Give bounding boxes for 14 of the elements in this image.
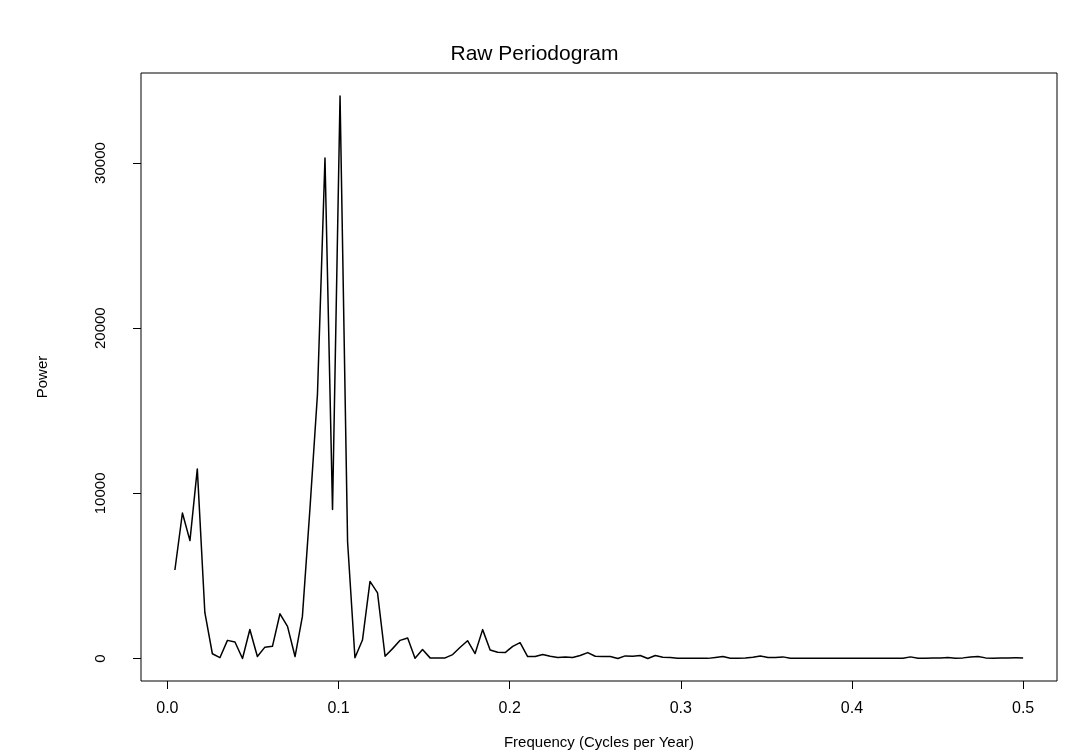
line-series (174, 95, 1024, 660)
y-axis-title: Power (33, 355, 50, 399)
x-tick-label: 0.0 (156, 698, 179, 716)
x-tick-label: 0.1 (327, 698, 350, 716)
chart-title: Raw Periodogram (450, 41, 619, 64)
x-axis-title: Frequency (Cycles per Year) (503, 733, 695, 750)
x-tick-label: 0.4 (840, 698, 864, 716)
y-tick-label: 10000 (91, 472, 108, 515)
x-tick-label: 0.2 (498, 698, 521, 716)
y-tick-label: 20000 (91, 307, 108, 350)
x-tick-label: 0.5 (1011, 698, 1035, 716)
x-tick-label: 0.3 (669, 698, 693, 716)
y-tick-label: 30000 (91, 142, 108, 184)
y-tick-label: 0 (91, 654, 108, 663)
